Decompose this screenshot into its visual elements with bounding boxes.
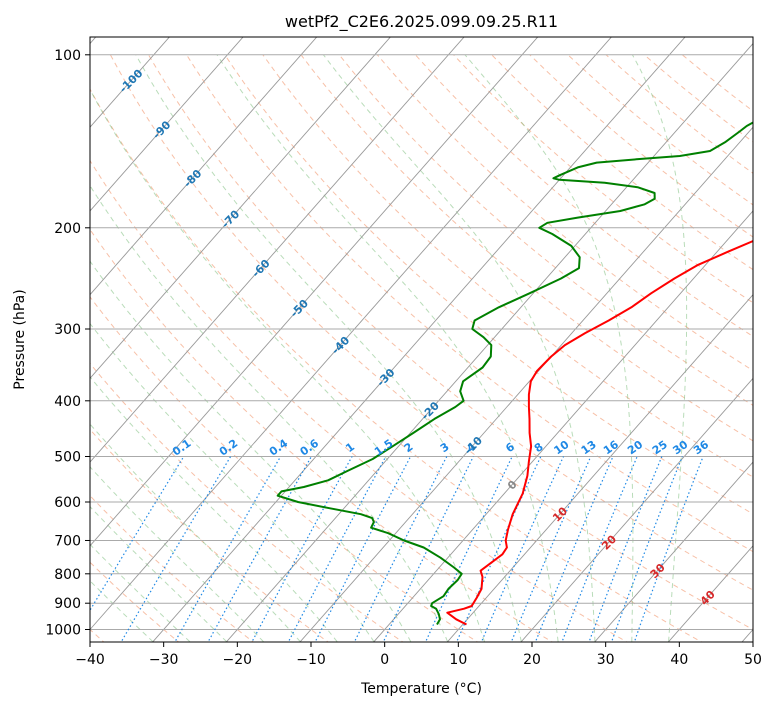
mixing-ratio-line: [456, 456, 542, 642]
chart-title: wetPf2_C2E6.2025.099.09.25.R11: [285, 12, 558, 32]
dry-adiabat: [415, 54, 753, 338]
x-tick-label: 10: [449, 652, 467, 668]
moist-adiabat: [631, 54, 688, 642]
mixing-ratio-line: [424, 456, 513, 642]
dry-adiabat: [224, 54, 753, 515]
mixing-ratio-line: [610, 456, 683, 642]
skew-isotherm: [90, 37, 539, 547]
skew-isotherm: [446, 293, 753, 642]
moist-adiabat: [90, 322, 375, 642]
x-axis-label: Temperature (°C): [360, 681, 482, 697]
y-tick-label: 1000: [45, 623, 81, 639]
moist-adiabat: [90, 184, 449, 642]
x-tick-label: 20: [523, 652, 541, 668]
x-tick-label: −40: [75, 652, 105, 668]
mixing-ratio-line: [382, 456, 474, 642]
mixing-ratio-line: [480, 456, 565, 642]
mixing-ratio-line: [251, 456, 353, 642]
skew-isotherm: [90, 37, 244, 212]
skew-isotherm: [90, 37, 318, 296]
dewpoint-profile-line: [276, 121, 753, 625]
dry-adiabat: [338, 54, 753, 406]
mixing-ratio-line: [633, 456, 704, 642]
dry-adiabat: [90, 362, 404, 642]
moist-adiabat: [216, 54, 559, 642]
y-tick-label: 200: [54, 221, 81, 237]
skew-isotherm: [90, 37, 391, 380]
y-tick-label: 100: [54, 48, 81, 64]
mixing-ratio-line: [120, 456, 232, 642]
skew-isotherm: [152, 37, 686, 642]
moist-adiabat: [90, 260, 412, 642]
plot-frame: [89, 36, 754, 643]
mixing-ratio-line: [534, 456, 614, 642]
skew-isotherm: [90, 37, 612, 631]
y-tick-label: 300: [54, 322, 81, 338]
x-tick-label: 40: [670, 652, 688, 668]
y-tick-label: 900: [54, 596, 81, 612]
skew-isotherm: [90, 37, 465, 463]
moist-adiabat: [90, 505, 227, 642]
skew-isotherm: [225, 42, 753, 642]
y-tick-label: 500: [54, 449, 81, 465]
moist-adiabat: [323, 54, 596, 642]
x-tick-label: −20: [223, 652, 253, 668]
skew-isotherm: [594, 461, 753, 642]
x-tick-label: −10: [296, 652, 326, 668]
moist-adiabat: [464, 54, 634, 642]
mixing-ratio-line: [353, 456, 448, 642]
dry-adiabat: [90, 159, 628, 642]
mixing-ratio-line: [561, 456, 638, 642]
moist-adiabat: [90, 88, 485, 642]
skew-isotherm: [299, 126, 753, 642]
x-tick-label: 50: [744, 652, 762, 668]
y-tick-label: 700: [54, 533, 81, 549]
temperature-profile-line: [446, 239, 753, 626]
y-tick-label: 800: [54, 567, 81, 583]
y-axis-label: Pressure (hPa): [12, 289, 28, 389]
skew-isotherm: [373, 210, 753, 642]
mixing-ratio-line: [588, 456, 663, 642]
skew-isotherm: [520, 377, 753, 642]
x-tick-label: −30: [149, 652, 179, 668]
dry-adiabat: [300, 54, 753, 442]
y-tick-label: 400: [54, 394, 81, 410]
x-tick-label: 30: [597, 652, 615, 668]
x-tick-label: 0: [380, 652, 389, 668]
y-tick-label: 600: [54, 495, 81, 511]
mixing-ratio-line: [90, 456, 185, 612]
mixing-ratio-line: [510, 456, 592, 642]
